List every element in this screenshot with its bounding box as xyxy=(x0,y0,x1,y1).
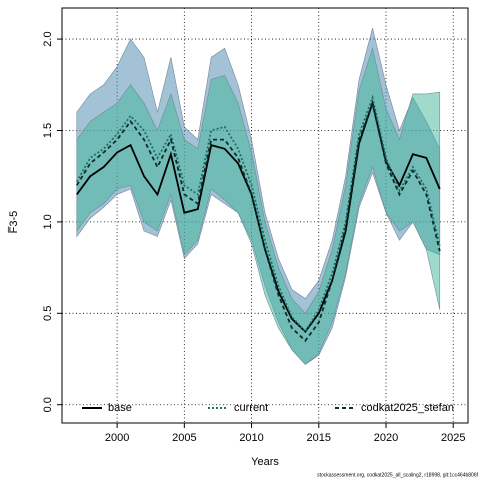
series-line xyxy=(76,99,441,343)
y-tick-label: 0.5 xyxy=(42,306,54,321)
x-tick-label: 2010 xyxy=(239,432,263,444)
y-tick-label: 2.0 xyxy=(42,31,54,46)
plot-frame xyxy=(61,7,469,424)
y-tick-label: 1.5 xyxy=(42,123,54,138)
x-tick-label: 2005 xyxy=(172,432,196,444)
y-tick-label: 1.0 xyxy=(42,214,54,229)
footer: stockassessment.org, codkat2025_all_scal… xyxy=(317,472,479,478)
legend-label: current xyxy=(234,402,268,414)
x-tick-label: 2000 xyxy=(105,432,129,444)
series-line xyxy=(76,94,441,334)
confidence-band xyxy=(76,47,441,365)
x-tick-label: 2020 xyxy=(374,432,398,444)
x-axis-label: Years xyxy=(251,456,279,468)
y-tick-label: 0.0 xyxy=(42,397,54,412)
x-tick-label: 2015 xyxy=(307,432,331,444)
legend-label: codkat2025_stefan xyxy=(361,402,454,414)
legend-label: base xyxy=(108,402,132,414)
x-tick-label: 2025 xyxy=(441,432,465,444)
y-axis-label: F̅3-5 xyxy=(8,211,20,234)
